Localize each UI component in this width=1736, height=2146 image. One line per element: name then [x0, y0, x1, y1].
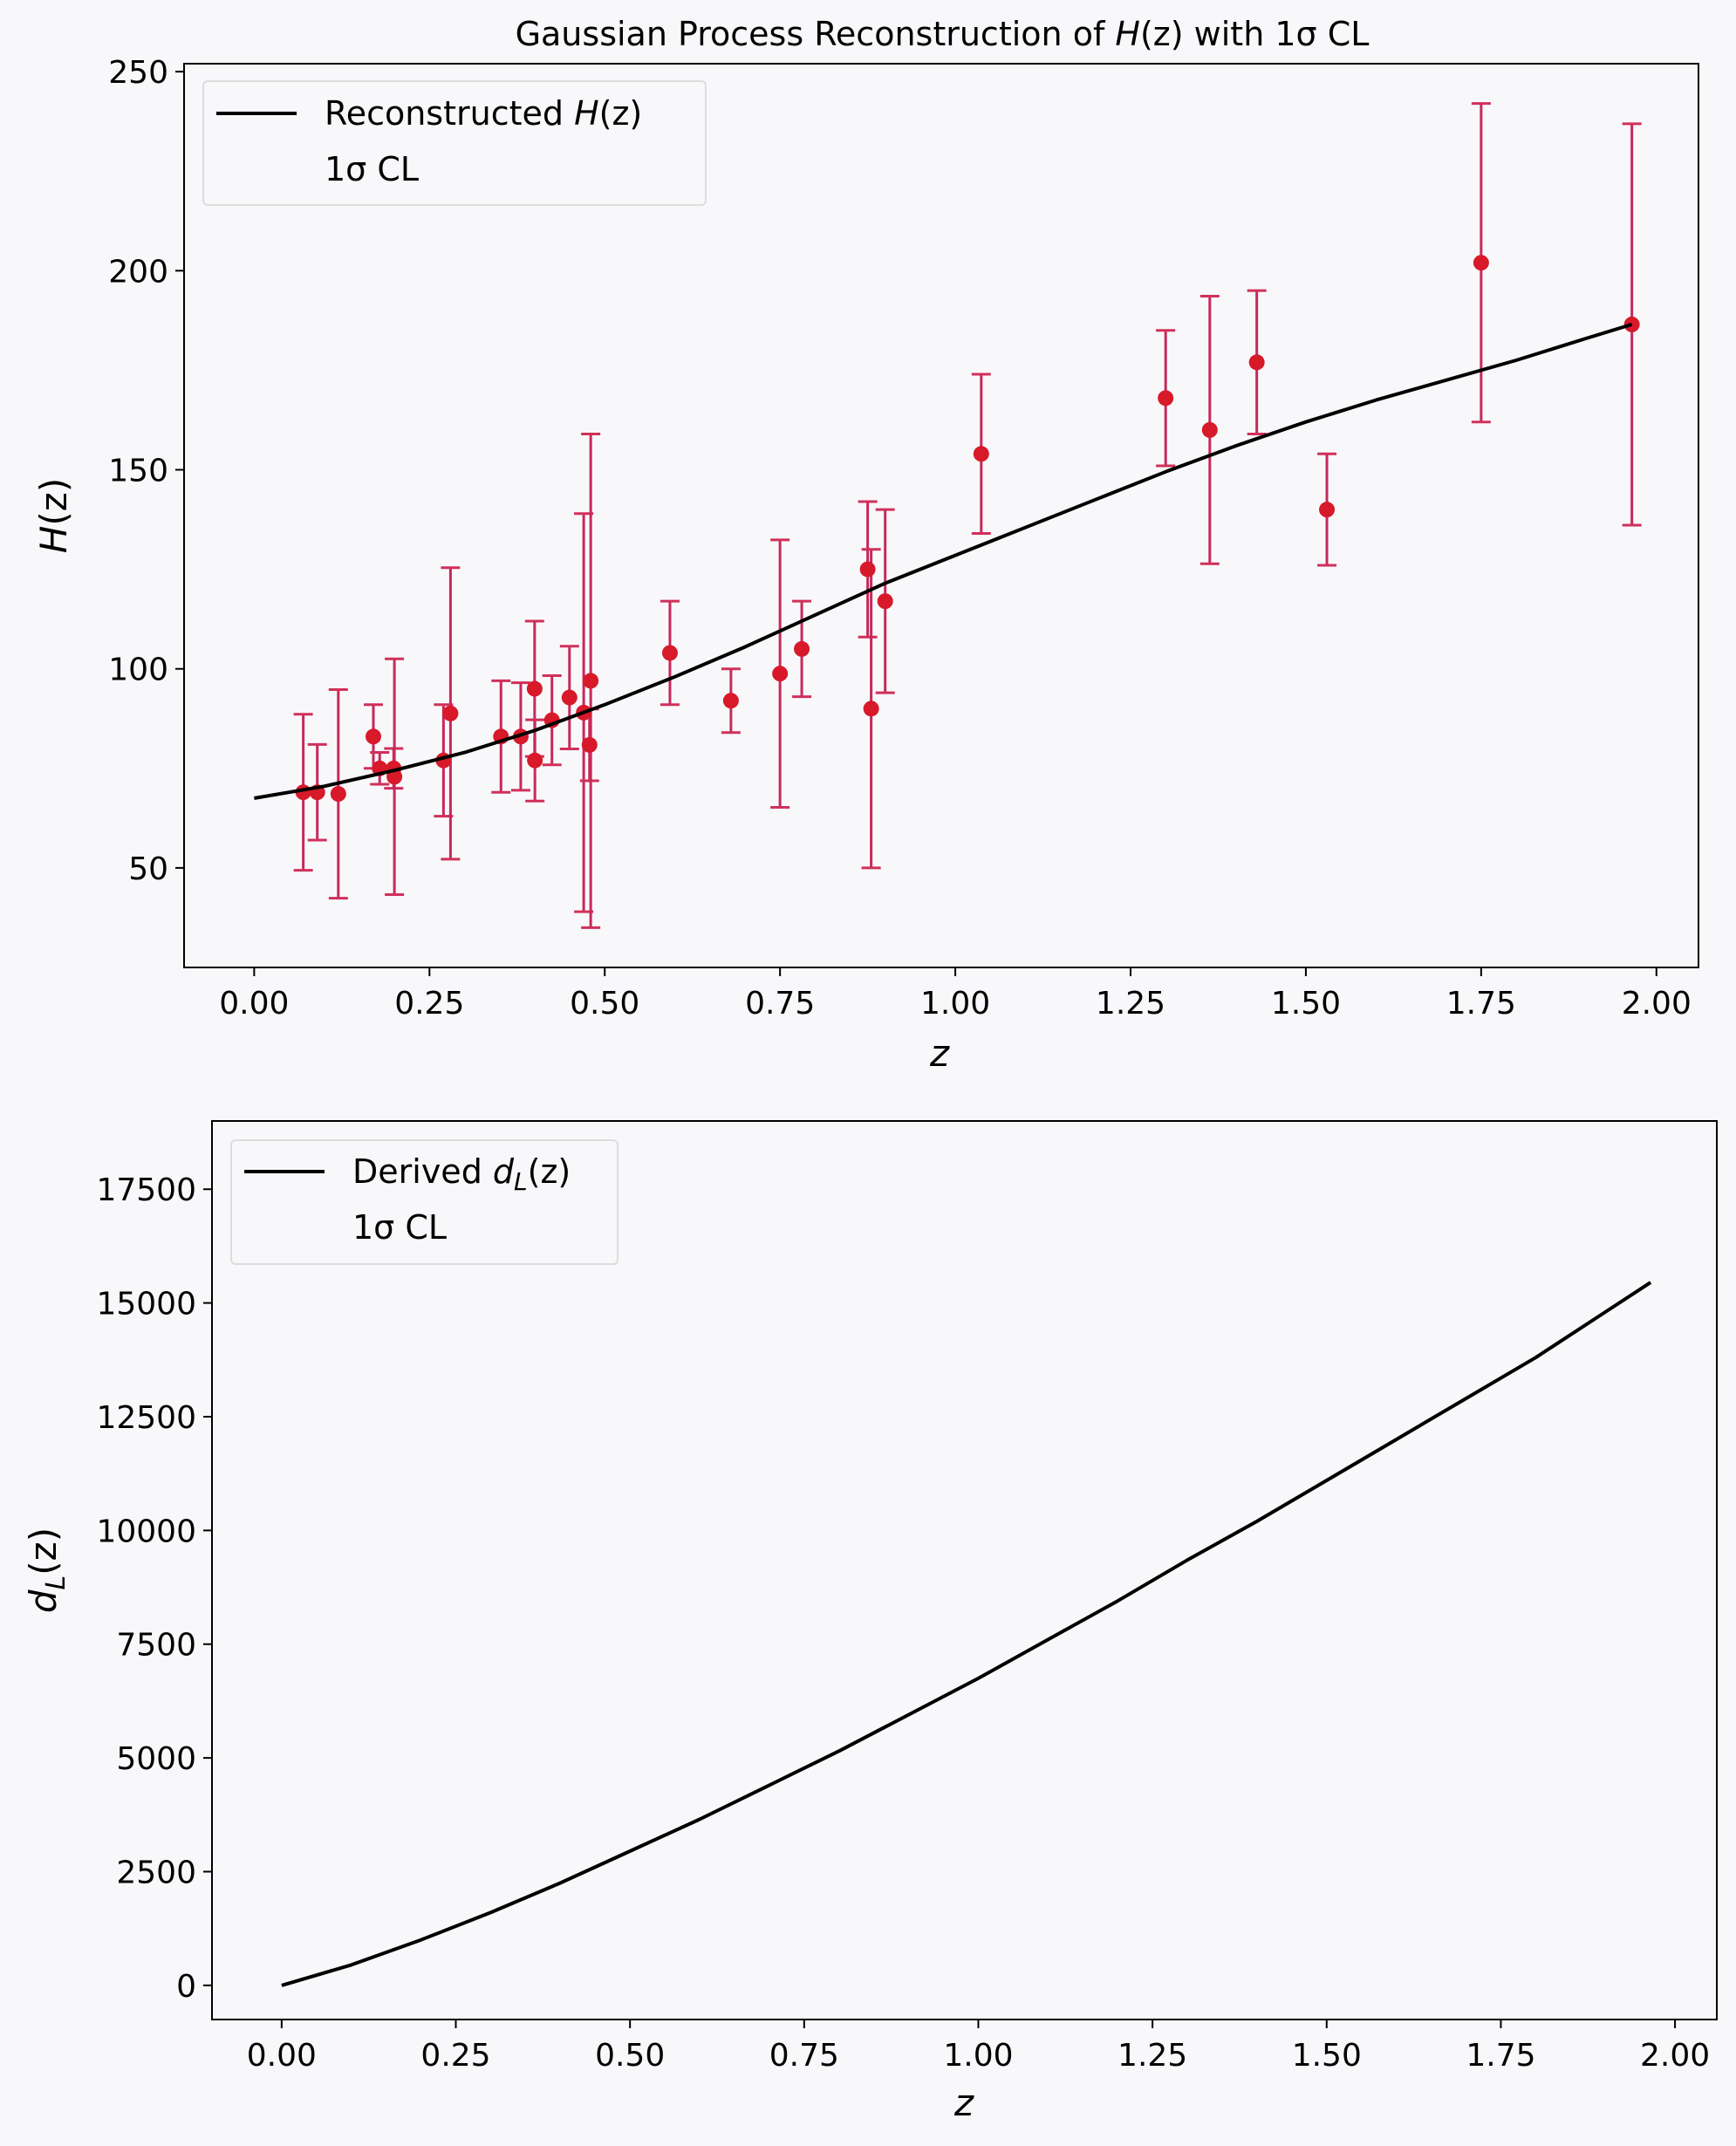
- x-tick-label: 1.75: [1446, 986, 1516, 1022]
- x-tick-label: 2.00: [1640, 2038, 1710, 2074]
- x-tick-label: 0.25: [394, 986, 464, 1022]
- data-point: [1319, 502, 1336, 518]
- y-axis-label: dL(z): [22, 1527, 72, 1613]
- y-tick-label: 2500: [116, 1856, 196, 1891]
- data-point: [1158, 390, 1174, 407]
- data-point: [442, 705, 459, 721]
- data-layer: [281, 1281, 1652, 1987]
- y-tick-label: 200: [108, 254, 168, 290]
- data-point: [661, 645, 678, 661]
- data-point: [583, 673, 599, 689]
- y-tick-label: 150: [108, 454, 168, 489]
- data-point: [1201, 421, 1218, 438]
- x-axis-label: z: [929, 1032, 950, 1075]
- x-tick-label: 2.00: [1622, 986, 1692, 1022]
- y-tick-label: 250: [108, 55, 168, 91]
- data-point: [581, 736, 598, 753]
- x-tick-label: 0.50: [570, 986, 639, 1022]
- x-tick-label: 0.50: [595, 2038, 665, 2074]
- x-tick-label: 0.75: [769, 2038, 839, 2074]
- x-tick-label: 1.25: [1096, 986, 1165, 1022]
- data-point: [330, 786, 346, 803]
- x-tick-label: 1.50: [1271, 986, 1341, 1022]
- data-point: [527, 752, 543, 769]
- x-tick-label: 1.50: [1292, 2038, 1362, 2074]
- legend-label-1sigma: 1σ CL: [325, 150, 419, 188]
- data-point: [526, 680, 543, 697]
- x-axis-ticks: 0.00 0.25 0.50 0.75 1.00 1.25 1.50 1.75 2.00: [219, 967, 1692, 1022]
- h-of-z-panel: Gaussian Process Reconstruction of H(z) …: [32, 15, 1699, 1075]
- y-tick-label: 50: [128, 851, 168, 887]
- legend-box: [230, 1139, 619, 1265]
- x-tick-label: 1.00: [920, 986, 990, 1022]
- d-l-of-z-panel: 0.00 0.25 0.50 0.75 1.00 1.25 1.50 1.75 2.00 0 25…: [22, 1120, 1718, 2124]
- y-tick-label: 5000: [116, 1741, 196, 1777]
- x-tick-label: 1.75: [1466, 2038, 1535, 2074]
- legend-label-1sigma: 1σ CL: [352, 1208, 447, 1247]
- y-tick-label: 0: [176, 1969, 196, 2005]
- data-point: [722, 693, 739, 709]
- data-layer: [254, 102, 1642, 929]
- data-point: [973, 446, 989, 462]
- data-point: [794, 640, 810, 657]
- series-line: [281, 1281, 1652, 1987]
- x-axis-ticks: 0.00 0.25 0.50 0.75 1.00 1.25 1.50 1.75 2.00: [247, 2020, 1710, 2074]
- x-tick-label: 0.75: [745, 986, 815, 1022]
- x-tick-label: 0.25: [420, 2038, 490, 2074]
- y-tick-label: 100: [108, 653, 168, 688]
- y-axis-label: H(z): [32, 478, 75, 553]
- data-point: [772, 666, 789, 682]
- data-point: [561, 689, 578, 706]
- y-tick-label: 17500: [96, 1172, 196, 1208]
- legend: Reconstructed H(z) 1σ CL: [202, 80, 707, 206]
- x-tick-label: 1.25: [1117, 2038, 1187, 2074]
- y-axis-ticks: 50 100 150 200 250: [108, 55, 184, 887]
- data-point: [366, 728, 381, 745]
- x-tick-label: 0.00: [219, 986, 289, 1022]
- x-tick-label: 0.00: [247, 2038, 317, 2074]
- data-point: [1473, 255, 1489, 271]
- y-tick-label: 10000: [96, 1514, 196, 1549]
- legend-label-reconstructed: Reconstructed H(z): [325, 94, 642, 133]
- data-point: [1623, 316, 1640, 332]
- plot-area: [211, 1120, 1718, 2020]
- y-axis-ticks: 0 2500 5000 7500 10000 12500 15000 17500: [96, 1172, 212, 2005]
- chart-title: Gaussian Process Reconstruction of H(z) …: [516, 15, 1370, 53]
- x-tick-label: 1.00: [943, 2038, 1013, 2074]
- x-axis-label: z: [953, 2081, 974, 2124]
- y-tick-label: 15000: [96, 1287, 196, 1322]
- data-point: [877, 593, 893, 610]
- legend-box: [202, 80, 707, 206]
- y-tick-label: 7500: [116, 1628, 196, 1664]
- series-line: [254, 322, 1633, 800]
- data-point: [863, 701, 879, 717]
- legend: Derived dL(z) 1σ CL: [230, 1139, 619, 1265]
- data-point: [859, 561, 876, 578]
- y-tick-label: 12500: [96, 1400, 196, 1436]
- data-point: [1248, 354, 1265, 371]
- legend-label-derived: Derived dL(z): [352, 1152, 571, 1196]
